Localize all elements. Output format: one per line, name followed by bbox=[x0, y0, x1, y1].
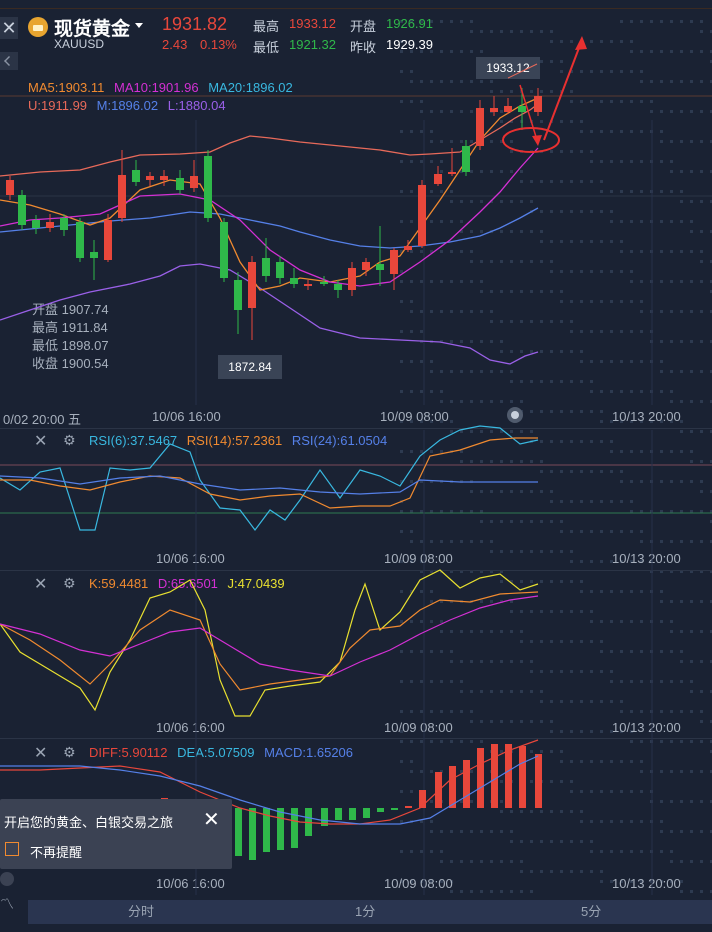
close-icon[interactable]: ✕ bbox=[34, 745, 48, 762]
collapse-icon[interactable] bbox=[0, 52, 18, 70]
ma5-label: MA5:1903.11 bbox=[28, 80, 105, 95]
chevron-down-icon[interactable] bbox=[135, 23, 143, 28]
time-label-0: 0/02 20:00 五 bbox=[3, 412, 82, 427]
high-value: 1933.12 bbox=[289, 16, 336, 31]
close-icon[interactable]: ✕ bbox=[34, 433, 48, 450]
d-label: D:65.6501 bbox=[157, 576, 218, 591]
kdj-time-label-1: 10/09 08:00 bbox=[384, 720, 453, 735]
low-value: 1921.32 bbox=[289, 37, 336, 52]
ohlc-close-label: 收盘 bbox=[32, 356, 59, 371]
boll-upper-label: U:1911.99 bbox=[28, 98, 88, 113]
k-label: K:59.4481 bbox=[89, 576, 149, 591]
ohlc-readout: 开盘 1907.74 最高 1911.84 最低 1898.07 收盘 1900… bbox=[32, 301, 109, 373]
settings-gear-icon[interactable]: ⚙ bbox=[63, 432, 76, 448]
kdj-legend: K:59.4481 D:65.6501 J:47.0439 bbox=[89, 576, 291, 591]
chart-type-icon[interactable]: 〽 bbox=[0, 896, 14, 912]
checkbox-label: 不再提醒 bbox=[30, 845, 83, 860]
ohlc-low-label: 最低 bbox=[32, 338, 59, 353]
rsi-time-label-2: 10/13 20:00 bbox=[612, 551, 681, 566]
tab-1min[interactable]: 1分 bbox=[355, 904, 376, 919]
header-divider bbox=[0, 8, 712, 9]
min-price-tag: 1872.84 bbox=[218, 355, 282, 379]
rsi-time-label-0: 10/06 16:00 bbox=[156, 551, 225, 566]
prev-close-value: 1929.39 bbox=[386, 37, 433, 52]
gold-coin-icon bbox=[28, 17, 48, 37]
macd-time-label-2: 10/13 20:00 bbox=[612, 876, 681, 891]
macd-pane bbox=[0, 738, 712, 898]
boll-legend: U:1911.99 M:1896.02 L:1880.04 bbox=[28, 98, 226, 113]
close-icon[interactable]: ✕ bbox=[203, 809, 220, 831]
prev-close-label: 昨收 bbox=[350, 40, 377, 55]
max-price-tag: 1933.12 bbox=[476, 57, 540, 79]
checkbox[interactable] bbox=[5, 842, 19, 856]
settings-gear-icon[interactable]: ⚙ bbox=[63, 575, 76, 591]
settings-gear-icon[interactable]: ⚙ bbox=[63, 744, 76, 760]
ma10-label: MA10:1901.96 bbox=[114, 80, 199, 95]
low-label: 最低 bbox=[253, 40, 280, 55]
rsi14-label: RSI(14):57.2361 bbox=[186, 433, 283, 448]
boll-mid-label: M:1896.02 bbox=[96, 98, 159, 113]
rsi-time-label-1: 10/09 08:00 bbox=[384, 551, 453, 566]
kdj-pane bbox=[0, 570, 712, 738]
ma-legend: MA5:1903.11 MA10:1901.96 MA20:1896.02 bbox=[28, 80, 293, 95]
rsi-legend: RSI(6):37.5467 RSI(14):57.2361 RSI(24):6… bbox=[89, 433, 393, 448]
macd-time-label-0: 10/06 16:00 bbox=[156, 876, 225, 891]
macd-legend: DIFF:5.90112 DEA:5.07509 MACD:1.65206 bbox=[89, 745, 359, 760]
interval-tabs: 分时 1分 5分 bbox=[28, 900, 712, 924]
last-price: 1931.82 bbox=[162, 14, 228, 34]
tab-timeshare[interactable]: 分时 bbox=[128, 904, 155, 919]
ohlc-low-value: 1898.07 bbox=[61, 338, 109, 353]
rsi6-label: RSI(6):37.5467 bbox=[89, 433, 178, 448]
open-value: 1926.91 bbox=[386, 16, 433, 31]
price-change-pct: 0.13% bbox=[200, 37, 237, 52]
instrument-name[interactable]: 现货黄金 bbox=[54, 19, 131, 40]
instrument-symbol: XAUUSD bbox=[54, 37, 105, 51]
ohlc-close-value: 1900.54 bbox=[61, 356, 109, 371]
promo-dialog: 开启您的黄金、白银交易之旅 ✕ 不再提醒 bbox=[0, 799, 232, 869]
macd-value-label: MACD:1.65206 bbox=[264, 745, 354, 760]
price-change: 2.43 bbox=[162, 37, 188, 52]
quote-header: 现货黄金 XAUUSD 1931.82 2.43 0.13% 最高 1933.1… bbox=[0, 0, 712, 56]
close-icon[interactable]: ✕ bbox=[0, 17, 18, 39]
time-label-1: 10/06 16:00 bbox=[152, 409, 221, 424]
ohlc-open-value: 1907.74 bbox=[61, 302, 109, 317]
kdj-time-label-0: 10/06 16:00 bbox=[156, 720, 225, 735]
boll-lower-label: L:1880.04 bbox=[167, 98, 226, 113]
rsi24-label: RSI(24):61.0504 bbox=[291, 433, 388, 448]
macd-time-label-1: 10/09 08:00 bbox=[384, 876, 453, 891]
ma20-label: MA20:1896.02 bbox=[208, 80, 293, 95]
ohlc-high-label: 最高 bbox=[32, 320, 59, 335]
kdj-time-label-2: 10/13 20:00 bbox=[612, 720, 681, 735]
rsi-pane bbox=[0, 428, 712, 570]
diff-label: DIFF:5.90112 bbox=[89, 745, 168, 760]
ohlc-open-label: 开盘 bbox=[32, 302, 59, 317]
time-label-2: 10/09 08:00 bbox=[380, 409, 449, 424]
tab-5min[interactable]: 5分 bbox=[581, 904, 602, 919]
scroll-handle[interactable] bbox=[507, 407, 523, 423]
dialog-title: 开启您的黄金、白银交易之旅 bbox=[4, 815, 174, 830]
close-icon[interactable]: ✕ bbox=[34, 576, 48, 593]
dea-label: DEA:5.07509 bbox=[177, 745, 255, 760]
ohlc-high-value: 1911.84 bbox=[61, 320, 108, 335]
high-label: 最高 bbox=[253, 19, 280, 34]
scroll-arrow-icon[interactable] bbox=[0, 872, 14, 886]
time-label-3: 10/13 20:00 bbox=[612, 409, 681, 424]
j-label: J:47.0439 bbox=[227, 576, 285, 591]
open-label: 开盘 bbox=[350, 19, 377, 34]
